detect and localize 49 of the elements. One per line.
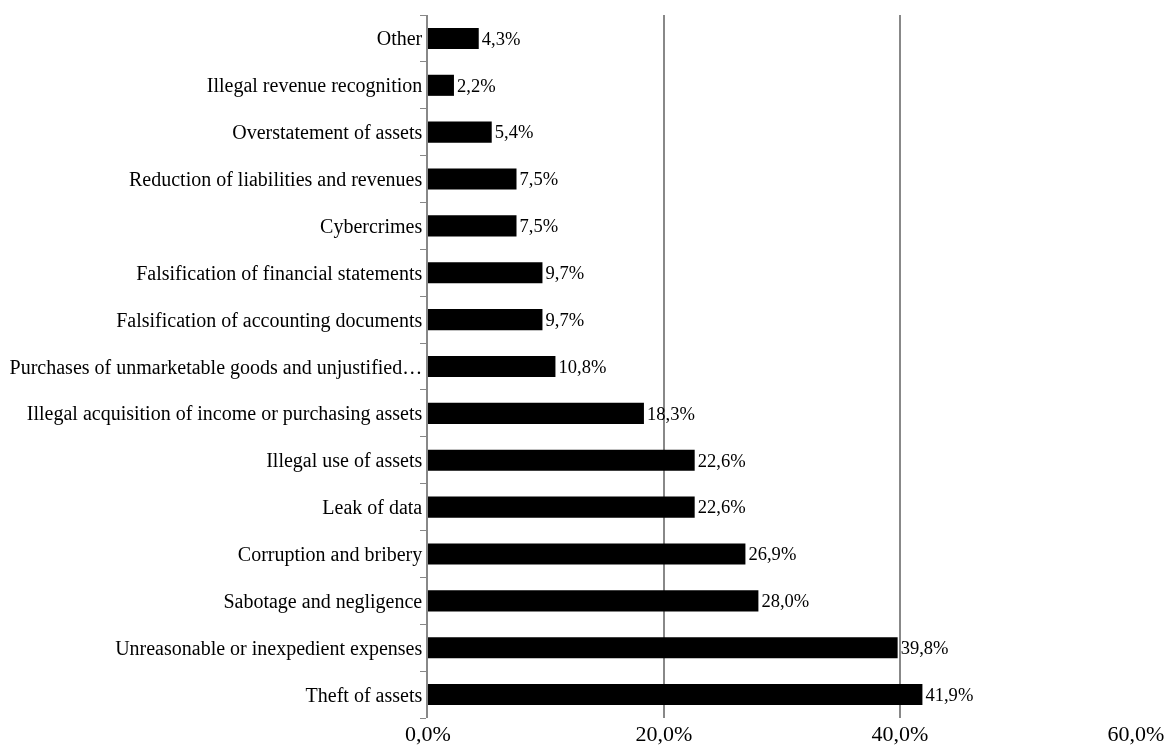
data-label: 28,0% bbox=[761, 590, 810, 612]
bar bbox=[428, 496, 695, 518]
data-label: 5,4% bbox=[494, 121, 534, 143]
y-tick-label: Illegal acquisition of income or purchasing assets bbox=[26, 402, 423, 426]
data-label: 9,7% bbox=[545, 262, 585, 284]
data-label: 26,9% bbox=[748, 543, 797, 565]
y-tick-label: Sabotage and negligence bbox=[223, 589, 423, 613]
bar bbox=[428, 402, 644, 424]
data-label: 22,6% bbox=[697, 496, 746, 518]
bar bbox=[428, 590, 759, 612]
y-tick-label: Illegal use of assets bbox=[266, 449, 423, 473]
y-tick-label: Purchases of unmarketable goods and unjustified… bbox=[9, 355, 423, 379]
data-label: 7,5% bbox=[519, 215, 559, 237]
bar bbox=[428, 684, 923, 706]
y-tick-label: Falsification of accounting documents bbox=[116, 308, 423, 332]
bar bbox=[428, 121, 492, 143]
data-label: 18,3% bbox=[646, 402, 695, 424]
bar bbox=[428, 168, 517, 190]
bar bbox=[428, 355, 556, 378]
y-tick-label: Illegal revenue recognition bbox=[206, 74, 423, 98]
y-tick-label: Reduction of liabilities and revenues bbox=[128, 168, 423, 191]
y-tick-label: Leak of data bbox=[322, 496, 423, 519]
bar bbox=[428, 637, 898, 659]
y-tick-label: Theft of assets bbox=[305, 683, 423, 706]
bar bbox=[428, 27, 479, 49]
data-label: 10,8% bbox=[558, 355, 607, 377]
y-tick-label: Other bbox=[376, 27, 423, 50]
x-tick-label: 60,0% bbox=[1107, 721, 1165, 746]
y-tick-label: Falsification of financial statements bbox=[136, 261, 423, 284]
x-tick-label: 20,0% bbox=[635, 721, 693, 746]
bar bbox=[428, 74, 454, 96]
data-label: 9,7% bbox=[545, 308, 585, 330]
data-label: 39,8% bbox=[900, 637, 949, 659]
bar bbox=[428, 262, 543, 284]
data-label: 22,6% bbox=[697, 449, 746, 471]
bar bbox=[428, 309, 543, 331]
y-tick-label: Corruption and bribery bbox=[237, 542, 423, 566]
bar bbox=[428, 215, 517, 237]
data-label: 4,3% bbox=[481, 27, 521, 49]
x-tick-label: 0,0% bbox=[405, 721, 451, 746]
data-label: 41,9% bbox=[925, 683, 974, 705]
x-tick-label: 40,0% bbox=[871, 721, 929, 746]
data-label: 2,2% bbox=[456, 74, 496, 96]
y-tick-label: Cybercrimes bbox=[320, 214, 423, 238]
data-label: 7,5% bbox=[519, 168, 559, 190]
bar bbox=[428, 543, 746, 565]
y-tick-label: Unreasonable or inexpedient expenses bbox=[115, 636, 423, 660]
bar bbox=[428, 449, 695, 471]
y-tick-label: Overstatement of assets bbox=[232, 121, 423, 144]
